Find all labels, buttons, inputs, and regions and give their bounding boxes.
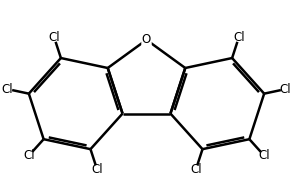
Text: Cl: Cl <box>48 31 60 44</box>
Text: Cl: Cl <box>91 163 103 176</box>
Text: Cl: Cl <box>2 83 13 96</box>
Text: Cl: Cl <box>233 31 245 44</box>
Text: Cl: Cl <box>258 149 270 162</box>
Text: Cl: Cl <box>190 163 202 176</box>
Text: O: O <box>142 33 151 46</box>
Text: Cl: Cl <box>280 83 291 96</box>
Text: Cl: Cl <box>23 149 35 162</box>
